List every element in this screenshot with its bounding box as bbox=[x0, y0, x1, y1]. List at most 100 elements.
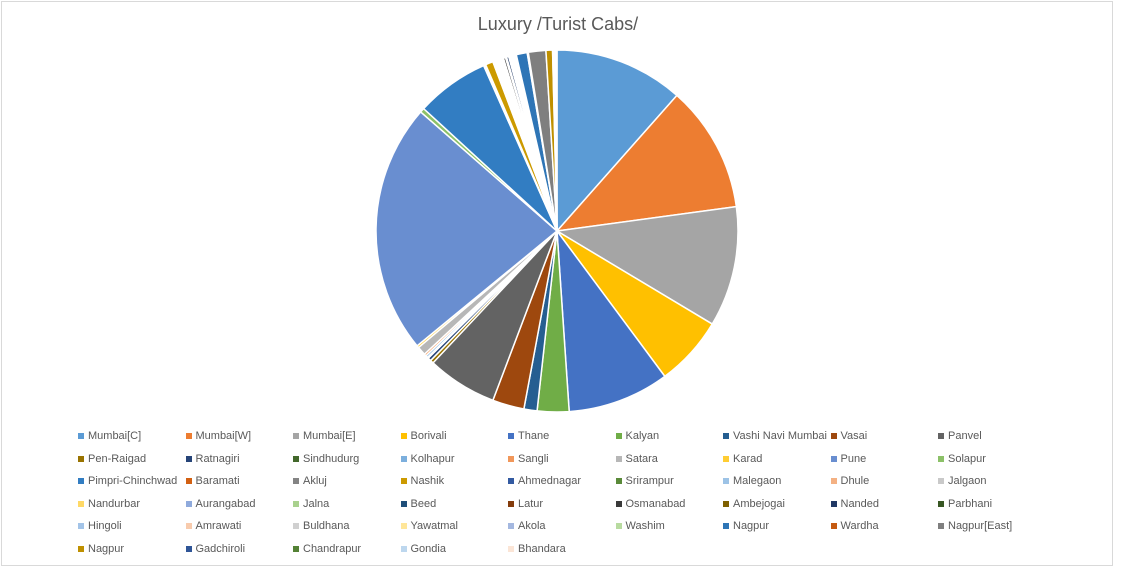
legend-swatch bbox=[185, 433, 192, 439]
legend-label: Malegaon bbox=[733, 475, 782, 487]
legend-label: Hingoli bbox=[88, 520, 122, 532]
legend-swatch bbox=[185, 523, 192, 529]
legend-label: Yawatmal bbox=[410, 520, 458, 532]
legend-swatch bbox=[400, 455, 407, 462]
legend-label: Buldhana bbox=[303, 520, 350, 532]
legend-item: Pen-Raigad bbox=[78, 451, 146, 467]
legend-label: Latur bbox=[518, 497, 544, 510]
legend-label: Washim bbox=[625, 520, 665, 532]
legend-label: Jalgaon bbox=[948, 475, 987, 487]
legend-swatch bbox=[400, 478, 407, 484]
legend-label: Ambejogai bbox=[733, 497, 785, 510]
legend-label: Parbhani bbox=[948, 497, 993, 510]
legend-swatch bbox=[400, 433, 407, 439]
legend-label: Amrawati bbox=[195, 520, 242, 532]
legend-item: Srirampur bbox=[615, 473, 674, 489]
legend-label: Ratnagiri bbox=[195, 452, 240, 465]
legend-label: Bhandara bbox=[518, 542, 566, 555]
chart-title: Luxury /Turist Cabs/ bbox=[477, 14, 639, 34]
legend-item: Borivali bbox=[400, 428, 447, 444]
legend-label: Baramati bbox=[195, 475, 240, 487]
legend-label: Nashik bbox=[410, 475, 445, 487]
legend-item: Akluj bbox=[293, 473, 327, 489]
legend-swatch bbox=[938, 455, 944, 462]
legend-label: Panvel bbox=[948, 430, 982, 442]
legend-label: Pimpri-Chinchwad bbox=[88, 475, 178, 487]
legend-item: Thane bbox=[508, 428, 549, 444]
legend-swatch bbox=[723, 523, 729, 529]
legend-item: Satara bbox=[615, 451, 658, 467]
legend-item: Malegaon bbox=[723, 473, 781, 489]
legend-label: Beed bbox=[410, 497, 437, 510]
legend-swatch bbox=[508, 545, 514, 552]
legend-item: Karad bbox=[723, 451, 762, 467]
legend-swatch bbox=[78, 545, 84, 552]
legend-item: Yawatmal bbox=[400, 518, 458, 534]
legend-label: Wardha bbox=[840, 520, 879, 532]
legend-swatch bbox=[78, 455, 84, 462]
pie-slice bbox=[555, 94, 738, 233]
legend-swatch bbox=[938, 433, 944, 439]
legend-item: Vashi Navi Mumbai bbox=[723, 428, 827, 444]
legend-label: Chandrapur bbox=[303, 542, 362, 555]
legend-swatch bbox=[78, 523, 84, 529]
legend-swatch bbox=[830, 433, 837, 439]
legend-swatch bbox=[293, 433, 299, 439]
legend-item: Beed bbox=[400, 496, 437, 512]
legend-item: Wardha bbox=[830, 518, 879, 534]
legend-swatch bbox=[723, 478, 729, 484]
legend-item: Amrawati bbox=[185, 518, 242, 534]
legend-swatch bbox=[293, 455, 299, 462]
legend-item: Nagpur[East] bbox=[938, 518, 1012, 534]
legend-swatch bbox=[615, 433, 622, 439]
legend-swatch bbox=[508, 500, 514, 507]
legend-swatch bbox=[293, 500, 299, 507]
legend-swatch bbox=[723, 500, 729, 507]
legend-swatch bbox=[938, 500, 944, 507]
legend-swatch bbox=[293, 545, 299, 552]
legend-label: Karad bbox=[733, 452, 763, 465]
legend-label: Borivali bbox=[410, 430, 447, 442]
legend-label: Akluj bbox=[303, 475, 327, 487]
legend-swatch bbox=[938, 523, 944, 529]
legend-label: Nagpur[East] bbox=[948, 520, 1013, 532]
legend-item: Buldhana bbox=[293, 518, 350, 534]
legend-item: Nagpur bbox=[723, 518, 769, 534]
legend-swatch bbox=[400, 500, 407, 507]
legend-item: Bhandara bbox=[508, 541, 566, 557]
legend-item: Nashik bbox=[400, 473, 445, 489]
legend-item: Chandrapur bbox=[293, 541, 361, 557]
legend-item: Kalyan bbox=[615, 428, 660, 444]
legend-swatch bbox=[615, 455, 622, 462]
legend-item: Jalna bbox=[293, 496, 329, 512]
legend-item: Solapur bbox=[938, 451, 986, 467]
legend-item: Gadchiroli bbox=[185, 541, 245, 557]
legend-item: Gondia bbox=[400, 541, 446, 557]
legend-label: Sindhudurg bbox=[303, 452, 360, 465]
legend-label: Thane bbox=[518, 430, 550, 442]
legend-item: Osmanabad bbox=[615, 496, 685, 512]
legend-item: Nanded bbox=[830, 496, 880, 512]
legend-swatch bbox=[723, 455, 729, 462]
legend-label: Mumbai[C] bbox=[88, 430, 142, 442]
legend-label: Sangli bbox=[518, 452, 549, 465]
legend-swatch bbox=[185, 478, 192, 484]
legend-label: Kalyan bbox=[625, 430, 660, 442]
legend-item: Washim bbox=[615, 518, 665, 534]
legend-swatch bbox=[615, 478, 622, 484]
legend-label: Nanded bbox=[840, 497, 880, 510]
legend-item: Latur bbox=[508, 496, 543, 512]
legend-label: Akola bbox=[518, 520, 546, 532]
legend-swatch bbox=[508, 478, 514, 484]
legend-item: Jalgaon bbox=[938, 473, 987, 489]
legend-item: Baramati bbox=[185, 473, 240, 489]
legend-item: Panvel bbox=[938, 428, 982, 444]
legend-item: Vasai bbox=[830, 428, 867, 444]
legend-label: Nagpur bbox=[733, 520, 770, 532]
legend-swatch bbox=[293, 523, 299, 529]
legend-swatch bbox=[400, 545, 407, 552]
legend-item: Aurangabad bbox=[185, 496, 255, 512]
legend-item: Pimpri-Chinchwad bbox=[78, 473, 177, 489]
legend-label: Gondia bbox=[410, 542, 446, 555]
